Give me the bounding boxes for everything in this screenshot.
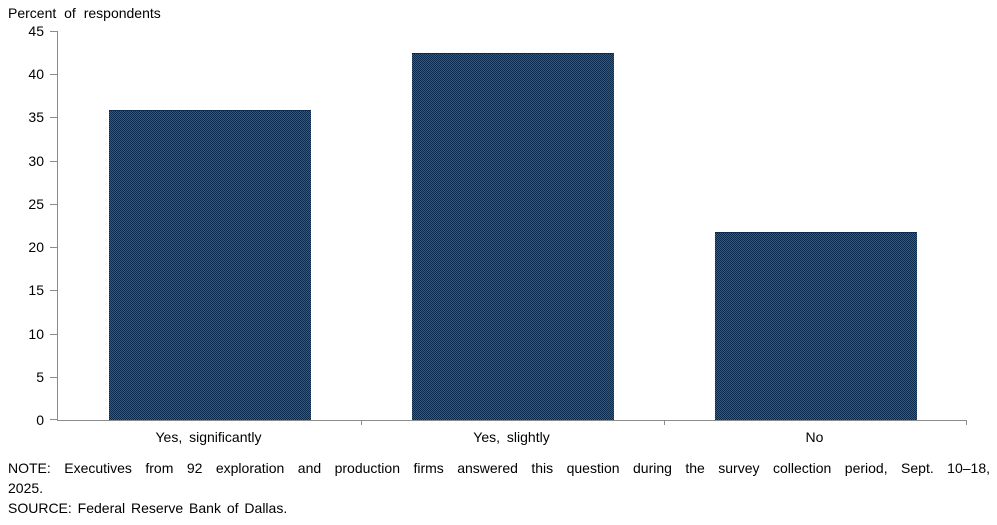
y-axis-tick	[50, 419, 58, 420]
note-line-1: NOTE: Executives from 92 exploration and…	[8, 460, 990, 476]
bar-no	[714, 232, 917, 420]
y-axis-title: Percent of respondents	[8, 5, 161, 21]
y-axis-tick	[50, 247, 58, 249]
x-axis-label: Yes, slightly	[473, 429, 550, 445]
note-line-2: 2025.	[8, 480, 44, 496]
x-axis-tick	[966, 420, 967, 425]
y-axis-tick-label: 15	[28, 282, 44, 299]
y-axis-tick-label: 40	[28, 66, 44, 83]
y-axis-tick-label: 0	[36, 412, 44, 428]
y-axis-tick	[50, 31, 58, 32]
y-axis-tick	[50, 117, 58, 119]
y-axis-tick	[50, 333, 58, 335]
y-axis-tick	[50, 160, 58, 162]
y-axis-tick-label: 45	[28, 23, 44, 39]
source-line: SOURCE: Federal Reserve Bank of Dallas.	[8, 500, 288, 516]
y-axis-tick-label: 30	[28, 152, 44, 169]
bar-yes-significantly	[108, 109, 311, 420]
x-axis-label: Yes, significantly	[155, 429, 262, 445]
y-axis-tick	[50, 376, 58, 378]
x-axis-tick	[361, 420, 362, 425]
plot-area	[50, 31, 967, 425]
y-axis-tick-label: 25	[28, 195, 44, 212]
y-axis-tick	[50, 74, 58, 76]
y-axis-tick-label: 10	[28, 325, 44, 342]
x-axis-label: No	[805, 429, 824, 445]
bar-yes-slightly	[411, 53, 614, 420]
y-axis-tick	[50, 203, 58, 205]
footnote-block: NOTE: Executives from 92 exploration and…	[8, 458, 990, 518]
y-axis-tick-label: 35	[28, 109, 44, 126]
y-axis-tick-label: 5	[36, 368, 44, 385]
y-axis-tick-label: 20	[28, 239, 44, 256]
x-axis-tick	[664, 420, 665, 425]
y-axis-tick	[50, 290, 58, 292]
